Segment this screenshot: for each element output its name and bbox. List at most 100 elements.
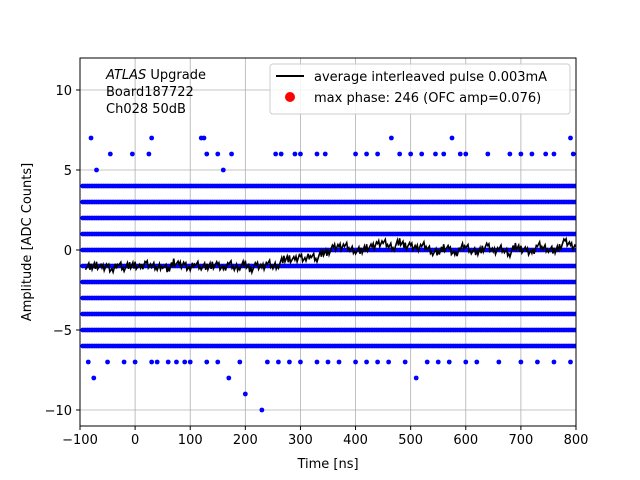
adc-sample-point xyxy=(364,151,369,157)
adc-sample-point xyxy=(149,359,155,365)
x-tick-label: 600 xyxy=(453,433,478,448)
x-tick-label: 800 xyxy=(564,433,589,448)
adc-sample-point xyxy=(276,359,281,365)
y-tick-label: −5 xyxy=(53,324,72,339)
y-tick-label: −10 xyxy=(45,404,72,419)
adc-sample-point xyxy=(132,359,138,365)
annotation-line-2: Board187722 xyxy=(106,85,194,100)
adc-sample-point xyxy=(543,151,549,157)
adc-sample-point xyxy=(107,151,113,157)
adc-sample-point xyxy=(273,151,279,157)
x-tick-label: 300 xyxy=(288,433,313,448)
x-tick-label: 400 xyxy=(343,433,368,448)
legend-label-max-phase: max phase: 246 (OFC amp=0.076) xyxy=(314,91,541,106)
adc-sample-point xyxy=(386,359,392,365)
adc-sample-point xyxy=(573,279,576,285)
adc-sample-point xyxy=(496,359,502,365)
adc-sample-point xyxy=(568,359,573,365)
adc-sample-point xyxy=(573,327,576,333)
legend-label-average-pulse: average interleaved pulse 0.003mA xyxy=(314,70,547,85)
adc-sample-point xyxy=(226,375,232,381)
y-axis-label: Amplitude [ADC Counts] xyxy=(20,163,35,321)
adc-sample-point xyxy=(568,135,573,141)
adc-sample-point xyxy=(121,359,127,365)
legend-box xyxy=(269,63,571,115)
adc-sample-point xyxy=(259,407,265,413)
adc-sample-point xyxy=(463,151,469,157)
adc-sample-point xyxy=(573,215,576,221)
adc-sample-point xyxy=(314,359,320,365)
adc-sample-point xyxy=(278,151,284,157)
legend: average interleaved pulse 0.003mA max ph… xyxy=(269,63,571,115)
y-tick-label: 5 xyxy=(64,164,72,179)
adc-sample-point xyxy=(242,391,248,397)
adc-sample-point xyxy=(535,359,540,365)
adc-sample-point xyxy=(91,375,97,381)
adc-sample-point xyxy=(446,359,452,365)
adc-sample-point xyxy=(298,151,303,157)
adc-sample-point xyxy=(573,183,576,189)
x-tick-label: 200 xyxy=(233,433,258,448)
adc-sample-point xyxy=(573,231,576,237)
adc-sample-point xyxy=(408,151,414,157)
adc-sample-point xyxy=(529,151,535,157)
adc-sample-point xyxy=(518,359,524,365)
adc-sample-point xyxy=(573,263,576,269)
adc-sample-point xyxy=(485,151,491,157)
x-tick-label: 700 xyxy=(508,433,533,448)
x-tick-label: 100 xyxy=(178,433,203,448)
axes: −100 0 100 200 300 400 500 600 700 800 −10 −5 0 5 10 xyxy=(45,57,589,448)
y-tick-label: 10 xyxy=(55,84,72,99)
x-axis-label: Time [ns] xyxy=(296,457,358,472)
adc-sample-point xyxy=(215,151,221,157)
x-tick-label: −100 xyxy=(62,433,98,448)
adc-sample-point xyxy=(314,151,320,157)
legend-marker-swatch xyxy=(285,92,295,102)
adc-sample-point xyxy=(573,295,576,301)
adc-sample-point xyxy=(237,359,243,365)
adc-sample-point xyxy=(353,151,358,157)
adc-sample-point xyxy=(229,151,234,157)
adc-sample-point xyxy=(551,359,557,365)
adc-sample-point xyxy=(375,359,380,365)
adc-sample-point xyxy=(474,359,480,365)
adc-sample-point xyxy=(174,359,179,365)
adc-sample-point xyxy=(149,135,155,141)
plot-frame xyxy=(79,57,577,427)
adc-sample-point xyxy=(424,359,430,365)
adc-sample-point xyxy=(325,359,331,365)
adc-sample-point xyxy=(201,135,207,141)
x-tick-label: 500 xyxy=(398,433,423,448)
adc-sample-point xyxy=(187,359,193,365)
adc-sample-point xyxy=(463,359,469,365)
adc-sample-point xyxy=(433,151,438,157)
y-tick-label: 0 xyxy=(64,244,72,259)
adc-sample-point xyxy=(375,151,380,157)
adc-sample-point xyxy=(215,359,221,365)
adc-sample-point xyxy=(413,375,419,381)
adc-sample-point xyxy=(204,359,210,365)
adc-sample-point xyxy=(449,135,455,141)
adc-sample-point xyxy=(402,359,408,365)
adc-sample-point xyxy=(85,359,91,365)
adc-sample-point xyxy=(94,167,99,173)
adc-sample-point xyxy=(573,311,576,317)
adc-sample-point xyxy=(336,359,342,365)
adc-sample-point xyxy=(457,151,463,157)
adc-sample-point xyxy=(573,343,576,349)
adc-sample-point xyxy=(570,151,576,157)
adc-sample-point xyxy=(105,359,110,365)
plot-area xyxy=(80,135,576,413)
plot-data-group xyxy=(80,135,576,413)
adc-sample-point xyxy=(204,151,210,157)
adc-sample-point xyxy=(165,359,171,365)
adc-sample-point xyxy=(518,151,524,157)
adc-sample-point xyxy=(419,151,425,157)
adc-sample-point xyxy=(507,151,513,157)
adc-sample-point xyxy=(220,167,226,173)
adc-sample-point xyxy=(435,359,441,365)
adc-sample-point xyxy=(287,359,292,365)
adc-sample-point xyxy=(182,359,188,365)
adc-sample-point xyxy=(397,151,403,157)
